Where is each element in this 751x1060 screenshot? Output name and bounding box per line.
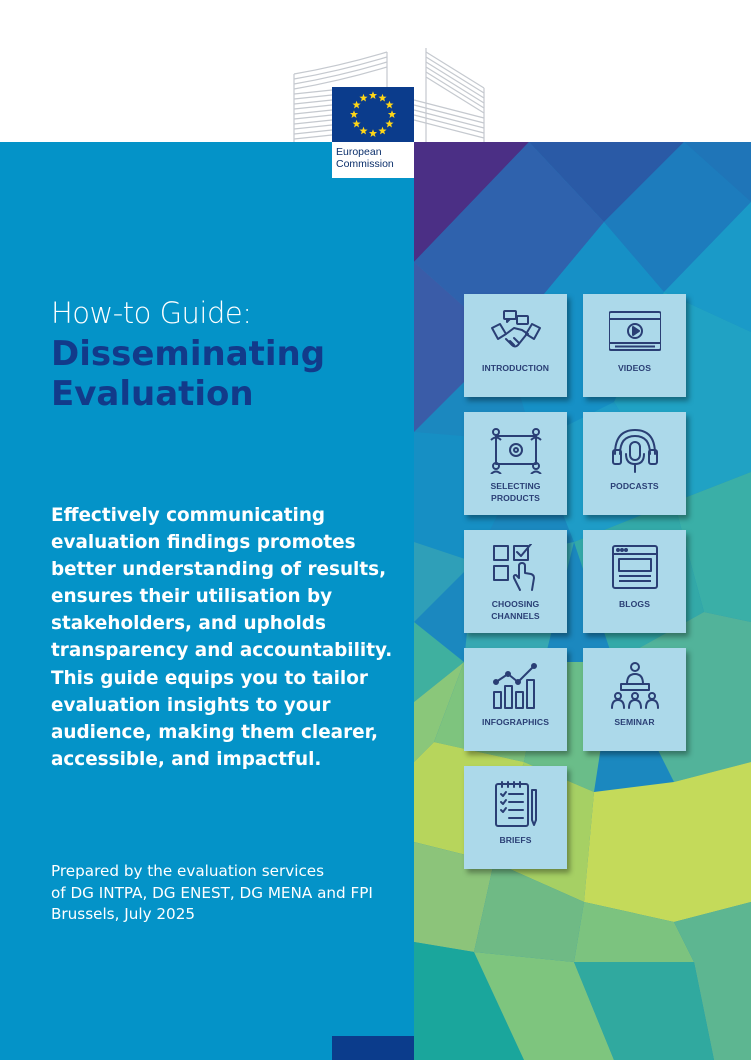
tile-briefs[interactable]: BRIEFS <box>464 766 567 869</box>
video-player-icon <box>609 311 661 351</box>
logo-line-commission: Commission <box>336 158 394 170</box>
tile-blogs[interactable]: BLOGS <box>583 530 686 633</box>
product-network-icon <box>490 428 542 474</box>
tile-label: VIDEOS <box>617 363 652 373</box>
handshake-icon <box>491 310 541 348</box>
blog-page-icon <box>612 545 658 589</box>
intro-line: audience, making them clearer, <box>51 721 378 743</box>
logo-label-box <box>332 142 414 178</box>
tile-label: PRODUCTS <box>490 493 541 503</box>
eu-star-icon <box>368 129 378 137</box>
intro-line: ensures their utilisation by <box>51 586 333 608</box>
title-main-line2: Evaluation <box>51 374 254 414</box>
intro-line: transparency and accountability. <box>51 640 393 662</box>
seminar-presenter-icon <box>611 662 659 709</box>
tile-label: PODCASTS <box>610 481 659 491</box>
intro-line: stakeholders, and upholds <box>51 613 326 635</box>
prepared-by: Prepared by the evaluation services of D… <box>51 861 373 926</box>
european-commission-logo <box>293 48 485 142</box>
tile-infographics[interactable]: INFOGRAPHICS <box>464 648 567 751</box>
brief-checklist-icon <box>495 781 537 827</box>
bottom-blue-tab <box>332 1036 414 1060</box>
eu-star-icon <box>368 91 378 99</box>
intro-line: Effectively communicating <box>51 505 326 526</box>
eu-star-icon <box>378 126 387 135</box>
tile-label: CHANNELS <box>491 611 540 621</box>
intro-paragraph: Effectively communicating evaluation fin… <box>51 502 393 773</box>
prepared-line: Brussels, July 2025 <box>51 905 196 923</box>
eu-star-icon <box>385 119 394 128</box>
tile-label: BRIEFS <box>499 835 532 845</box>
eu-star-icon <box>352 100 361 109</box>
tile-label: SEMINAR <box>614 717 655 727</box>
prepared-line: of DG INTPA, DG ENEST, DG MENA and FPI <box>51 883 373 902</box>
tile-videos[interactable]: VIDEOS <box>583 294 686 397</box>
intro-line: This guide equips you to tailor <box>51 667 368 689</box>
title-main-line1: Disseminating <box>51 334 326 374</box>
title-how-to-guide: How-to Guide: <box>51 296 252 330</box>
eu-star-icon <box>378 93 387 102</box>
logo-line-european: European <box>336 146 382 158</box>
channel-select-icon <box>493 544 535 591</box>
tile-label: BLOGS <box>618 599 651 609</box>
podcast-headphones-icon <box>612 429 658 473</box>
eu-star-icon <box>352 119 361 128</box>
tile-selecting-products[interactable]: SELECTING PRODUCTS <box>464 412 567 515</box>
eu-star-icon <box>385 100 394 109</box>
eu-star-icon <box>349 110 359 118</box>
tile-label: INFOGRAPHICS <box>481 717 550 727</box>
tile-podcasts[interactable]: PODCASTS <box>583 412 686 515</box>
tile-choosing-channels[interactable]: CHOOSING CHANNELS <box>464 530 567 633</box>
eu-star-icon <box>387 110 397 118</box>
bar-chart-icon <box>493 663 537 709</box>
intro-line: better understanding of results, <box>51 559 387 581</box>
tile-label: INTRODUCTION <box>481 363 550 373</box>
eu-star-icon <box>359 126 368 135</box>
intro-line: evaluation findings promotes <box>51 532 356 554</box>
prepared-line: Prepared by the evaluation services <box>51 862 325 880</box>
header <box>0 0 751 142</box>
tile-seminar[interactable]: SEMINAR <box>583 648 686 751</box>
logo-text: European Commission <box>336 146 394 170</box>
cover-left-panel <box>0 142 414 1060</box>
tile-label: SELECTING <box>490 481 541 491</box>
intro-line: evaluation insights to your <box>51 694 331 716</box>
intro-line: accessible, and impactful. <box>51 748 322 770</box>
eu-star-icon <box>359 93 368 102</box>
tile-introduction[interactable]: INTRODUCTION <box>464 294 567 397</box>
tile-label: CHOOSING <box>491 599 540 609</box>
